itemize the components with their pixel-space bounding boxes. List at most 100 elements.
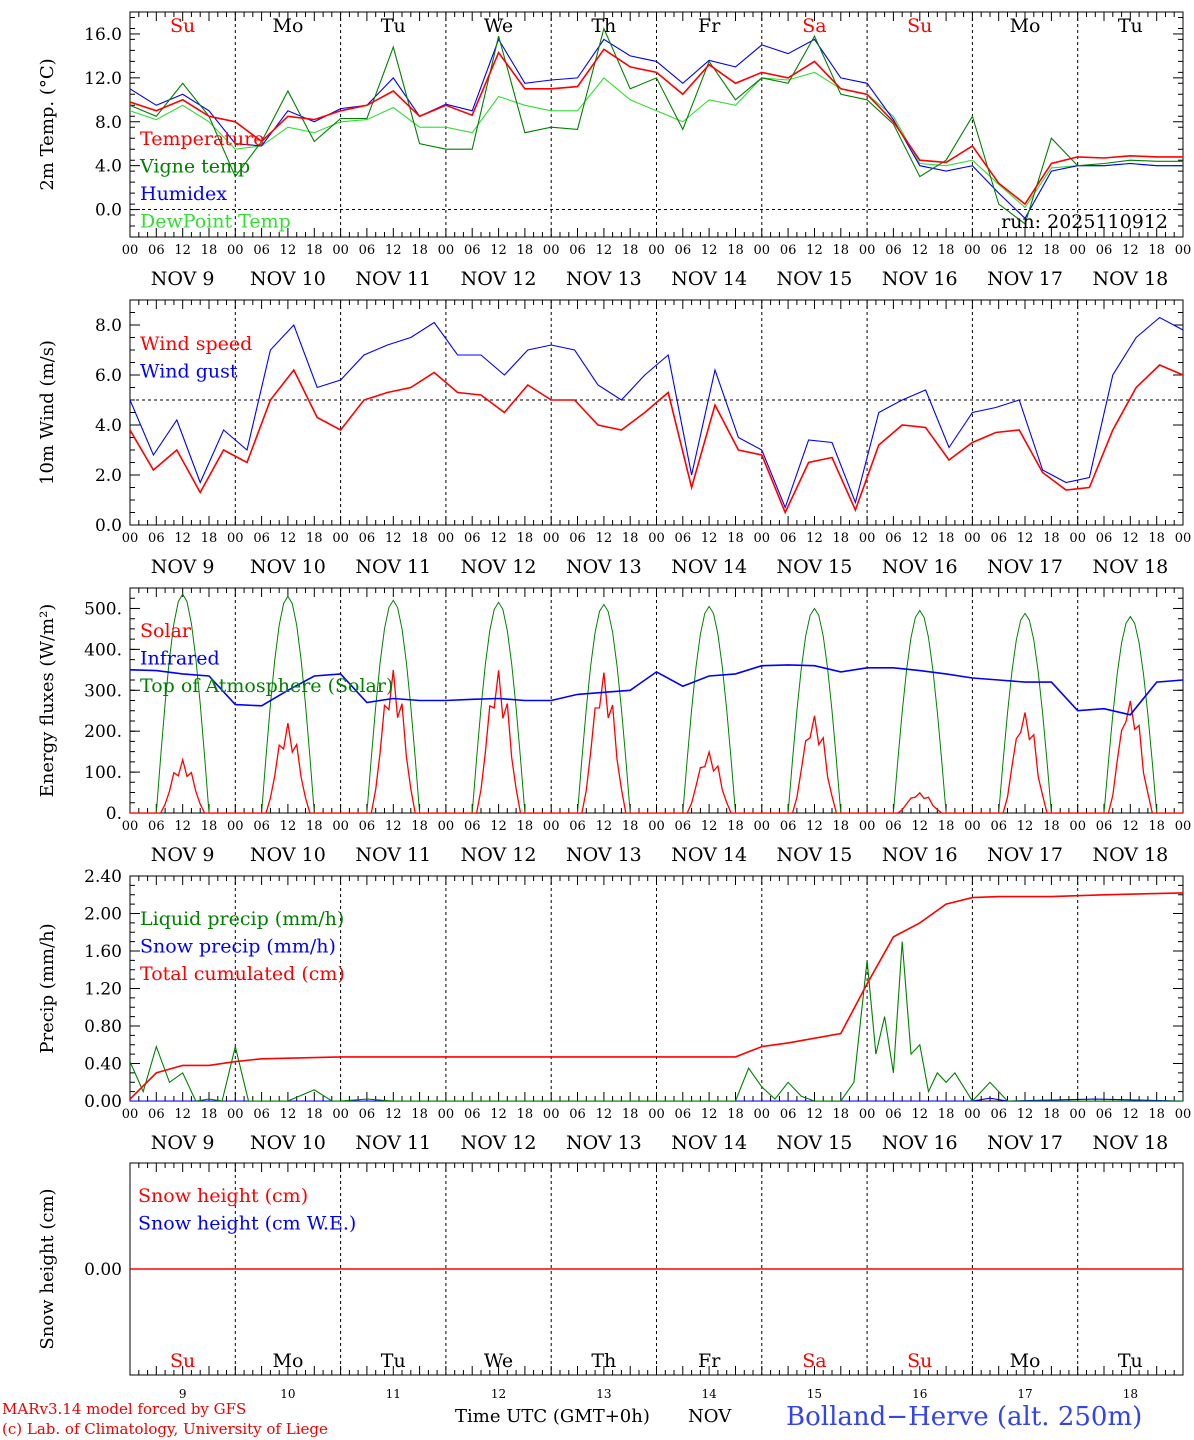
hour-label: 00 [1175,1107,1192,1122]
y-tick-label: 300. [84,681,122,701]
hour-label: 18 [622,531,639,546]
hour-label: 06 [675,243,692,258]
date-label: NOV 9 [151,1132,215,1154]
hour-label: 00 [1175,819,1192,834]
hour-label: 12 [490,819,507,834]
weekday-label: Tu [1118,15,1143,37]
hour-label: 06 [780,243,797,258]
date-label: NOV 13 [566,844,642,866]
hour-label: 18 [622,819,639,834]
day-number: 14 [702,1387,718,1401]
date-label: NOV 10 [250,268,326,290]
day-number: 17 [1017,1387,1032,1401]
hour-label: 18 [833,243,850,258]
day-number: 13 [596,1387,611,1401]
y-tick-label: 500. [84,599,122,619]
solar-line [130,669,1183,813]
day-number: 11 [386,1387,401,1401]
plot-frame [129,587,1184,814]
date-label: NOV 12 [461,1132,537,1154]
date-label: NOV 16 [882,1132,958,1154]
hour-label: 00 [754,531,771,546]
day-separators [234,300,1079,525]
date-label: NOV 16 [882,268,958,290]
hour-label: 06 [253,1107,270,1122]
hour-label: 12 [490,531,507,546]
hour-label: 06 [359,819,376,834]
hour-label: 12 [280,531,297,546]
panel-5: 0.00 Snow height (cm) Snow height (cm) Snow… [37,1162,1184,1376]
date-label: NOV 11 [355,268,431,290]
hour-label: 12 [806,243,823,258]
hour-label: 12 [385,243,402,258]
weekday-label: Su [907,1350,932,1372]
hour-label: 06 [1096,243,1113,258]
panel-1: 0.0 4.0 8.0 12.0 16.0 2m Temp. (°C) Temperatur… [37,11,1191,290]
weekday-label: Mo [1010,15,1041,37]
date-label: NOV 14 [671,1132,747,1154]
temperatureline [130,48,1183,206]
hour-label: 06 [1096,1107,1113,1122]
hour-label: 18 [411,243,428,258]
hour-label: 12 [1017,243,1034,258]
date-label: NOV 14 [671,844,747,866]
hour-label: 00 [964,1107,981,1122]
hour-label: 18 [622,243,639,258]
lab-credit: (c) Lab. of Climatology, University of L… [2,1420,328,1438]
hour-label: 00 [754,1107,771,1122]
day-separators [234,588,1079,813]
hour-label: 00 [227,819,244,834]
hour-ticks [129,588,1184,813]
hour-label: 12 [911,819,928,834]
y-tick-label: 0.40 [84,1055,122,1075]
legend-entry: Vigne temp [139,156,250,178]
hour-label: 12 [174,243,191,258]
hour-label: 00 [227,531,244,546]
series-group [130,316,1183,515]
hour-label: 06 [569,531,586,546]
hour-label: 00 [438,1107,455,1122]
weekday-label: We [484,1350,513,1372]
hour-label: 12 [1122,819,1139,834]
hour-label: 18 [1043,819,1060,834]
legend-entry: Infrared [140,648,220,670]
series-group [130,593,1183,813]
y-tick-label: 0.80 [84,1017,122,1037]
hour-label: 06 [148,1107,165,1122]
weekday-label: Sa [802,1350,826,1372]
hour-label: 00 [754,243,771,258]
hour-labels: 00 06 12 18 00 06 12 18 00 06 12 18 00 06 12 18 00 06 12 18… [122,819,1192,866]
hour-label: 00 [1069,243,1086,258]
y-tick-label: 16.0 [84,25,122,45]
date-label: NOV 16 [882,844,958,866]
hour-label: 18 [411,819,428,834]
hour-label: 06 [464,1107,481,1122]
hour-label: 06 [464,531,481,546]
weekday-label: We [484,15,513,37]
y-tick-label: 6.0 [95,366,122,386]
hour-label: 12 [806,819,823,834]
hour-label: 12 [385,819,402,834]
x-axis-month: NOV [688,1406,732,1427]
date-label: NOV 18 [1092,556,1168,578]
date-label: NOV 17 [987,844,1063,866]
hour-label: 12 [174,531,191,546]
y-tick-label: 0.0 [95,201,122,221]
weekday-label: Mo [1010,1350,1041,1372]
legend-entry: Temperature [140,128,264,150]
legend-entry: Wind speed [140,333,252,355]
hour-label: 18 [306,819,323,834]
hour-label: 00 [227,243,244,258]
hour-label: 00 [754,819,771,834]
y-tick-label: 2.00 [84,905,122,925]
legend-entry: Liquid precip (mm/h) [140,908,344,930]
liquid-precip-mm-h-line [130,941,1183,1101]
hour-label: 12 [280,819,297,834]
legend-entry: Total cumulated (cm) [140,963,345,985]
hour-label: 06 [464,819,481,834]
hour-label: 06 [675,531,692,546]
plot-frame [129,299,1184,526]
y-tick-label: 0. [106,804,122,824]
date-label: NOV 9 [151,844,215,866]
y-minor-ticks [130,17,1183,238]
